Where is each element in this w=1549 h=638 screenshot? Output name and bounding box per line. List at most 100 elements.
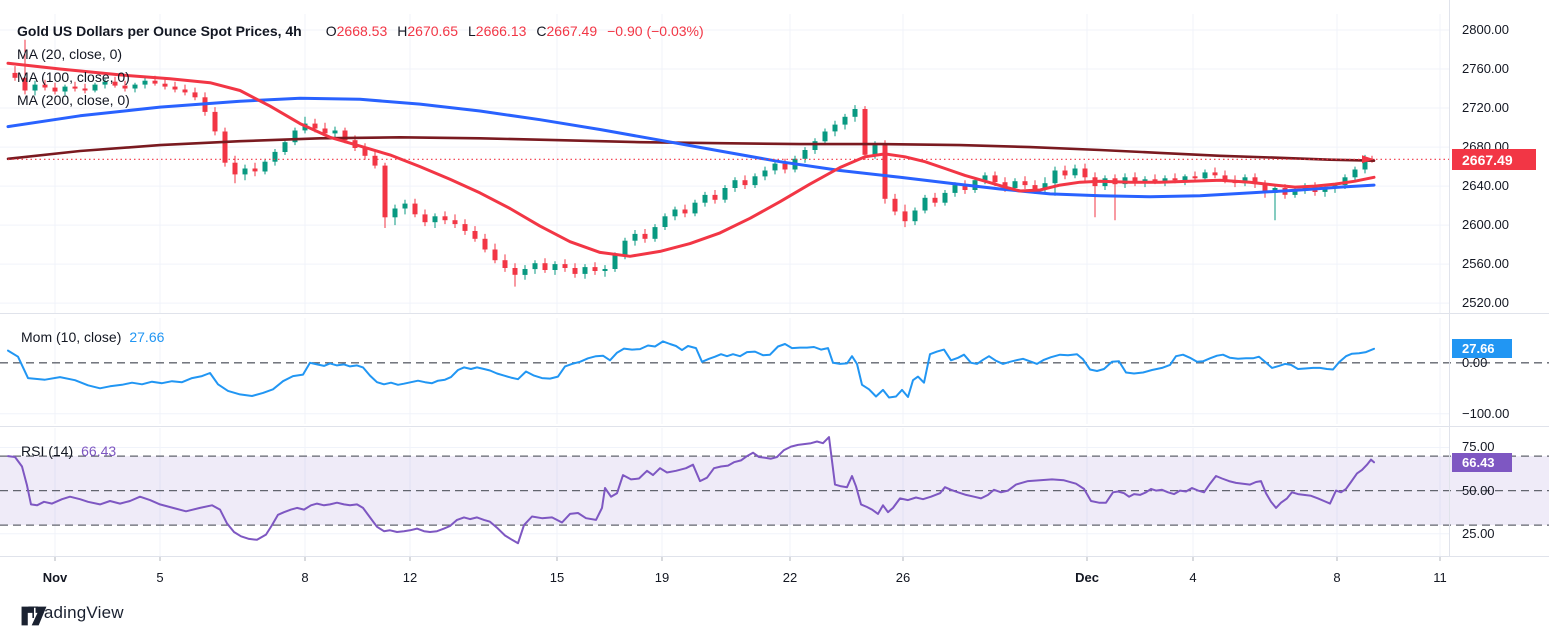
- candle-body: [262, 161, 268, 172]
- candle-body: [512, 268, 518, 275]
- candle-body: [1062, 170, 1068, 176]
- candle-body: [952, 185, 958, 193]
- candle-body: [862, 109, 868, 155]
- momentum-legend[interactable]: Mom (10, close) 27.66: [21, 329, 164, 345]
- candle-body: [1032, 185, 1038, 189]
- price-tick-label: 2560.00: [1462, 256, 1509, 272]
- candle-body: [1192, 176, 1198, 179]
- candle-body: [342, 130, 348, 141]
- time-axis-label: 19: [654, 570, 670, 585]
- candle-body: [1362, 158, 1368, 170]
- candle-body: [672, 209, 678, 217]
- candle-body: [982, 175, 988, 181]
- time-axis-label: 15: [549, 570, 565, 585]
- candle-body: [122, 85, 128, 89]
- candle-body: [522, 269, 528, 275]
- last-price-arrow: [1362, 155, 1374, 164]
- candle-body: [1352, 169, 1358, 178]
- candle-body: [542, 263, 548, 270]
- candle-body: [922, 197, 928, 211]
- time-axis-label: 26: [895, 570, 911, 585]
- candle-body: [802, 150, 808, 159]
- candle-body: [1212, 172, 1218, 176]
- ma100-legend[interactable]: MA (100, close, 0): [17, 69, 130, 85]
- time-axis-label: 8: [1333, 570, 1341, 585]
- candle-body: [92, 84, 98, 91]
- candle-body: [412, 203, 418, 215]
- chart-legend: Gold US Dollars per Ounce Spot Prices, 4…: [17, 20, 704, 112]
- candle-body: [72, 86, 78, 89]
- candle-body: [842, 116, 848, 125]
- candle-body: [1052, 170, 1058, 184]
- tradingview-logo[interactable]: TradingView: [20, 603, 124, 626]
- symbol-title[interactable]: Gold US Dollars per Ounce Spot Prices, 4…: [17, 23, 302, 39]
- candle-body: [832, 124, 838, 132]
- candle-body: [932, 197, 938, 203]
- candle-body: [592, 267, 598, 271]
- candle-body: [1152, 179, 1158, 182]
- candle-body: [1162, 178, 1168, 182]
- price-tick-label: 2640.00: [1462, 178, 1509, 194]
- candle-body: [1222, 175, 1228, 181]
- candle-body: [582, 267, 588, 274]
- price-axis[interactable]: 2800.00 2760.00 2720.00 2680.00 2640.00 2600.…: [1449, 0, 1549, 557]
- candle-body: [692, 202, 698, 214]
- candle-body: [532, 263, 538, 270]
- momentum-tick-label: 0.00: [1462, 354, 1488, 370]
- candle-body: [1022, 181, 1028, 186]
- candle-body: [882, 145, 888, 199]
- candle-body: [1322, 188, 1328, 192]
- candle-body: [682, 209, 688, 214]
- rsi-line: [7, 436, 1375, 545]
- candle-body: [282, 142, 288, 152]
- candle-body: [572, 268, 578, 274]
- candle-body: [322, 128, 328, 134]
- time-axis[interactable]: Nov 5 8 12 15 19 22 26 Dec 4 8 11: [0, 557, 1549, 600]
- candle-body: [1292, 189, 1298, 195]
- candle-body: [702, 194, 708, 203]
- candle-body: [102, 81, 108, 85]
- candle-body: [752, 176, 758, 186]
- candle-body: [462, 224, 468, 231]
- candle-body: [362, 148, 368, 156]
- low-value: 2666.13: [475, 23, 527, 39]
- low-label: L: [467, 23, 476, 39]
- momentum-tick-label: −100.00: [1462, 405, 1510, 421]
- tradingview-logo-icon: [21, 606, 47, 626]
- candle-body: [962, 185, 968, 190]
- chart-canvas[interactable]: [0, 0, 1549, 600]
- tradingview-logo-text: TradingView: [28, 603, 124, 622]
- candle-body: [1242, 177, 1248, 184]
- candle-body: [452, 220, 458, 225]
- candle-body: [762, 170, 768, 177]
- rsi-value: 66.43: [81, 443, 117, 459]
- last-price-badge: 2667.49: [1452, 149, 1536, 170]
- candle-body: [612, 255, 618, 269]
- time-axis-label: 5: [156, 570, 164, 585]
- candle-body: [992, 175, 998, 183]
- time-axis-label: 8: [301, 570, 309, 585]
- rsi-tick-label: 75.00: [1462, 439, 1495, 455]
- candle-body: [872, 145, 878, 155]
- candle-body: [492, 249, 498, 261]
- price-tick-label: 2760.00: [1462, 61, 1509, 77]
- candle-body: [902, 211, 908, 222]
- ma20-legend[interactable]: MA (20, close, 0): [17, 46, 123, 62]
- ma200-legend[interactable]: MA (200, close, 0): [17, 92, 130, 108]
- candle-body: [722, 188, 728, 200]
- candle-body: [12, 72, 18, 78]
- momentum-value: 27.66: [129, 329, 165, 345]
- candle-body: [822, 131, 828, 142]
- candle-body: [32, 84, 38, 91]
- candle-body: [42, 84, 48, 88]
- rsi-tick-label: 25.00: [1462, 525, 1495, 541]
- candle-body: [192, 92, 198, 98]
- candle-body: [1202, 172, 1208, 179]
- rsi-legend[interactable]: RSI (14) 66.43: [21, 443, 116, 459]
- candle-body: [382, 165, 388, 218]
- candle-body: [892, 198, 898, 212]
- price-tick-label: 2720.00: [1462, 100, 1509, 116]
- candle-body: [212, 111, 218, 132]
- candle-body: [1042, 183, 1048, 190]
- candle-body: [652, 227, 658, 239]
